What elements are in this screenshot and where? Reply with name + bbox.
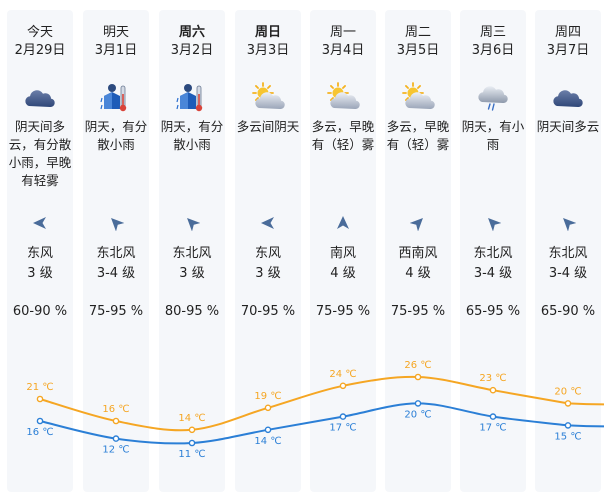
wind-arrow-icon [485, 215, 502, 232]
humidity-range: 65-90 % [540, 304, 596, 319]
partly-cloudy-icon [251, 82, 285, 114]
wind-direction: 东北风 [96, 246, 136, 261]
partly-cloudy-icon [326, 82, 360, 114]
cloudy-icon [553, 90, 583, 108]
wind-direction: 东风 [26, 246, 53, 261]
cloudy-icon [551, 82, 585, 114]
wind-level: 3-4 级 [548, 266, 588, 281]
wind-direction: 东风 [254, 246, 281, 261]
light-rain-icon [176, 84, 203, 112]
rain-cloud-icon [478, 86, 508, 111]
date-label: 3月1日 [94, 43, 138, 58]
humidity-range: 70-95 % [240, 304, 296, 319]
humidity-range: 75-95 % [315, 304, 371, 319]
day-label: 周二 [404, 25, 431, 40]
humidity-range: 80-95 % [164, 304, 220, 319]
date-label: 3月6日 [471, 43, 515, 58]
date-label: 2月29日 [14, 43, 66, 58]
wind-arrow-icon [335, 215, 351, 231]
humidity-range: 65-95 % [465, 304, 521, 319]
humidity-range: 75-95 % [88, 304, 144, 319]
weather-description: 阴天，有分散小雨 [160, 119, 224, 152]
day-label: 周六 [178, 25, 205, 40]
wind-direction: 东北风 [473, 246, 513, 261]
weather-description: 多云，早晚有（轻）雾 [386, 119, 450, 152]
partly-cloudy-icon [327, 82, 360, 110]
light-rain-icon [175, 82, 209, 114]
weather-description: 多云，早晚有（轻）雾 [311, 119, 375, 152]
wind-level: 3-4 级 [473, 266, 513, 281]
day-label: 周一 [329, 25, 356, 40]
wind-level: 3 级 [179, 266, 205, 281]
date-label: 3月5日 [396, 43, 440, 58]
wind-level: 3 级 [255, 266, 281, 281]
wind-direction: 南风 [329, 246, 356, 261]
day-label: 今天 [26, 25, 53, 40]
humidity-range: 75-95 % [390, 304, 446, 319]
light-rain-icon [99, 82, 133, 114]
cloudy-icon [25, 90, 55, 108]
wind-level: 3-4 级 [96, 266, 136, 281]
wind-level: 3 级 [27, 266, 53, 281]
wind-level: 4 级 [405, 266, 431, 281]
partly-cloudy-icon [401, 82, 435, 114]
rain-cloud-icon [476, 82, 510, 114]
humidity-range: 60-90 % [12, 304, 68, 319]
wind-direction: 东北风 [548, 246, 588, 261]
date-label: 3月2日 [170, 43, 214, 58]
weather-description: 阴天间多云，有分散小雨，早晚有轻雾 [8, 119, 72, 188]
cloudy-icon [23, 82, 57, 114]
wind-arrow-icon [560, 215, 577, 232]
wind-arrow-icon [409, 215, 426, 232]
weather-description: 多云间阴天 [236, 119, 300, 134]
wind-level: 4 级 [330, 266, 356, 281]
date-label: 3月3日 [246, 43, 290, 58]
wind-direction: 东北风 [172, 246, 212, 261]
day-label: 周日 [254, 25, 281, 40]
day-label: 周三 [479, 25, 506, 40]
wind-arrow-icon [260, 215, 276, 231]
day-label: 周四 [554, 25, 581, 40]
date-label: 3月7日 [546, 43, 590, 58]
weather-description: 阴天，有小雨 [461, 119, 525, 152]
weather-description: 阴天间多云 [536, 119, 600, 134]
wind-arrow-icon [32, 215, 48, 231]
date-label: 3月4日 [321, 43, 365, 58]
light-rain-icon [100, 84, 127, 112]
day-label: 明天 [102, 25, 129, 40]
wind-direction: 西南风 [398, 246, 438, 261]
partly-cloudy-icon [252, 82, 285, 110]
weather-description: 阴天，有分散小雨 [84, 119, 148, 152]
partly-cloudy-icon [402, 82, 435, 110]
wind-arrow-icon [108, 215, 125, 232]
wind-arrow-icon [184, 215, 201, 232]
